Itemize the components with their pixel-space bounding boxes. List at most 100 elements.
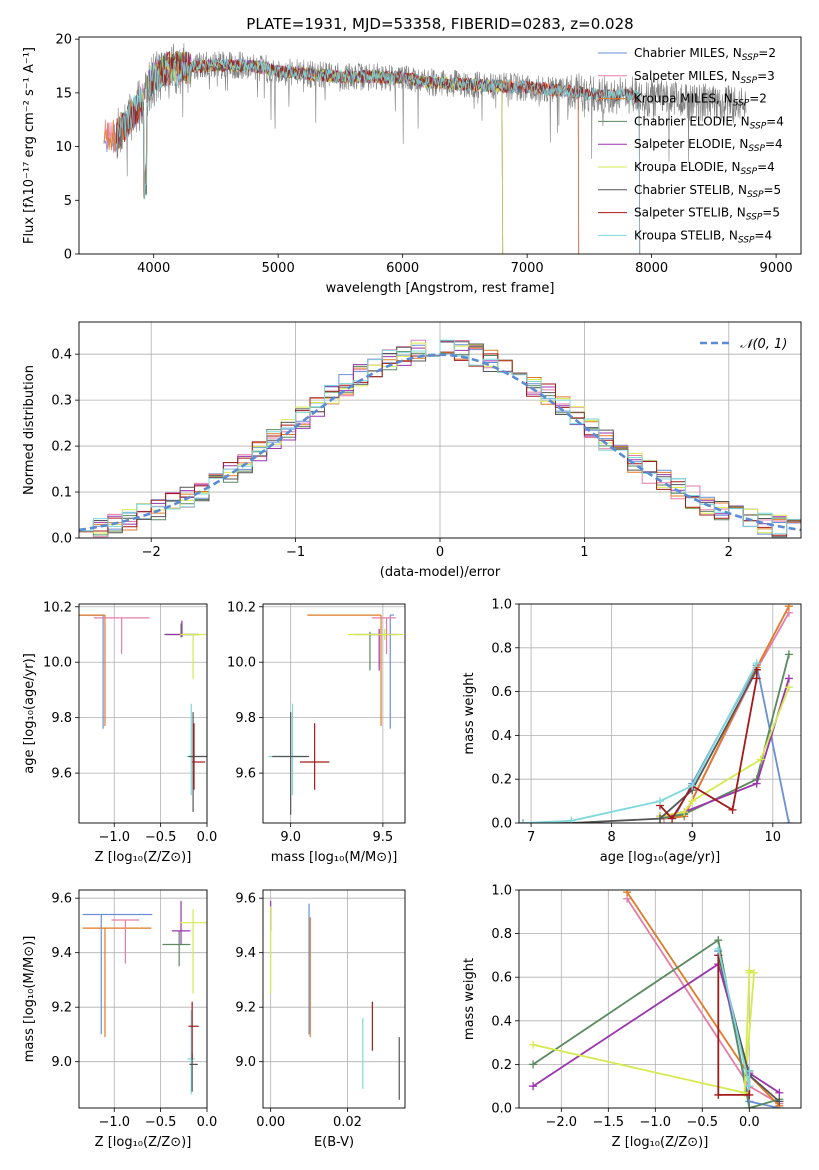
y-tick-label: 10.2 [43, 600, 72, 615]
data-marker [752, 674, 761, 683]
y-tick-label: 0.6 [491, 971, 512, 986]
series-chabrier-miles [656, 661, 793, 823]
x-tick-label: 9.0 [280, 830, 301, 845]
series-line [717, 948, 751, 1087]
data-marker [728, 805, 737, 814]
data-marker [688, 781, 697, 790]
spectrum-legend: Chabrier MILES, NSSP=2 Salpeter MILES, NS… [598, 46, 784, 245]
data-point-kroupa-miles [79, 614, 106, 726]
x-tick-label: 2 [725, 545, 733, 560]
series-line [626, 898, 780, 1105]
x-tick-label: 10 [765, 830, 782, 845]
data-marker [756, 755, 765, 764]
y-tick-label: 0.2 [491, 1058, 512, 1073]
data-point-kroupa-elodie [179, 909, 207, 994]
series-line [659, 678, 790, 818]
y-tick-label: 9.2 [235, 1001, 256, 1016]
y-tick-label: 9.0 [235, 1055, 256, 1070]
y-axis-label: age [log₁₀(age/yr)] [22, 653, 37, 774]
series-line [532, 938, 780, 1108]
data-point-kroupa-miles [307, 614, 382, 726]
data-marker [745, 1090, 754, 1099]
x-axis-label: wavelength [Angstrom, rest frame] [326, 281, 555, 296]
y-tick-label: 20 [55, 33, 72, 48]
legend-label: Chabrier ELODIE, NSSP=4 [634, 114, 784, 131]
y-tick-label: 0.0 [491, 817, 512, 832]
x-tick-label: −0.5 [145, 830, 177, 845]
x-tick-label: 4000 [137, 261, 170, 276]
series-line [523, 669, 758, 823]
data-marker [784, 819, 793, 823]
plot-area-age_vs_Z [79, 614, 207, 812]
x-axis-label: E(B-V) [314, 1135, 354, 1150]
y-tick-label: 0.4 [491, 1014, 512, 1029]
y-tick-label: 0.1 [51, 486, 72, 501]
x-axis-label: mass [log₁₀(M/M⊙)] [271, 850, 398, 865]
series-chabrier-stelib [519, 665, 761, 823]
data-point-chabrier-stelib [189, 1053, 198, 1092]
plot-area-massweight_vs_age [519, 604, 793, 823]
data-point-chabrier-stelib [272, 712, 310, 815]
model-spectrum-kroupa-stelib [115, 57, 641, 254]
normal-curve-line [79, 353, 801, 532]
axes-frame [262, 603, 406, 824]
axes-frame [262, 889, 406, 1109]
y-tick-label: 1.0 [491, 884, 512, 899]
y-axis-label: mass weight [462, 672, 477, 754]
series-kroupa-miles [623, 890, 784, 1108]
y-tick-label: 9.2 [51, 1001, 72, 1016]
data-point-kroupa-miles [82, 927, 152, 1038]
chart-massweight_vs_age: 7 8 9 10 0.0 0.2 0.4 0.6 0.8 1.0 age [log₁₀(age/yr… [462, 598, 802, 865]
axes-frame [518, 603, 802, 824]
data-marker [784, 650, 793, 659]
legend-label: Kroupa ELODIE, NSSP=4 [634, 160, 775, 177]
data-point-kroupa-stelib [187, 1009, 195, 1095]
y-tick-label: 0.4 [51, 348, 72, 363]
data-marker [567, 816, 576, 823]
data-marker [775, 1088, 784, 1097]
data-marker [656, 797, 664, 806]
plot-area-massweight_vs_Z [529, 890, 784, 1108]
series-kroupa-stelib [714, 944, 754, 1091]
chart-massweight_vs_Z: −2.0 −1.5 −1.0 −0.5 0.0 0.0 0.2 0.4 0.6 0.8 1.0 Z [… [462, 884, 802, 1150]
data-point-chabrier-elodie [162, 930, 191, 967]
y-tick-label: 1.0 [491, 598, 512, 613]
x-axis-label: Z [log₁₀(Z/Z⊙)] [95, 850, 192, 865]
x-tick-label: 6000 [386, 261, 419, 276]
data-point-salpeter-miles [93, 617, 150, 654]
y-tick-label: 0.2 [51, 440, 72, 455]
y-axis-label: Normed distribution [22, 365, 37, 495]
data-point-chabrier-elodie [355, 631, 380, 671]
y-axis-label: mass [log₁₀(M/M⊙)] [22, 936, 37, 1063]
x-tick-label: 7 [527, 830, 535, 845]
x-tick-label: 0 [436, 545, 444, 560]
y-tick-label: 0 [64, 248, 72, 263]
x-tick-label: 5000 [262, 261, 295, 276]
data-marker [745, 1066, 754, 1075]
y-tick-label: 0.0 [491, 1102, 512, 1117]
model-spectrum-chabrier-stelib [115, 51, 641, 254]
data-point-kroupa-elodie [180, 633, 207, 679]
legend-label: Kroupa STELIB, NSSP=4 [634, 228, 772, 245]
x-tick-label: −1 [286, 545, 305, 560]
plot-area-age_vs_mass [268, 614, 404, 815]
y-tick-label: 0.8 [491, 641, 512, 656]
x-tick-label: 0.0 [739, 1115, 760, 1130]
y-tick-label: 0.4 [491, 729, 512, 744]
x-tick-label: 9 [688, 830, 696, 845]
plot-area-spectrum [103, 43, 747, 254]
data-point-salpeter-stelib [188, 1001, 199, 1059]
data-marker [714, 936, 723, 945]
axes-frame [518, 889, 802, 1109]
data-marker [752, 659, 761, 668]
data-marker [714, 1090, 723, 1099]
data-point-salpeter-elodie [369, 628, 398, 671]
data-marker [668, 814, 677, 823]
data-marker [529, 1060, 538, 1069]
y-tick-label: 9.0 [51, 1055, 72, 1070]
series-line [626, 891, 781, 1107]
series-salpeter-miles [623, 894, 784, 1108]
x-tick-label: 8 [608, 830, 616, 845]
x-axis-label: age [log₁₀(age/yr)] [600, 850, 721, 865]
x-tick-label: 1 [580, 545, 588, 560]
